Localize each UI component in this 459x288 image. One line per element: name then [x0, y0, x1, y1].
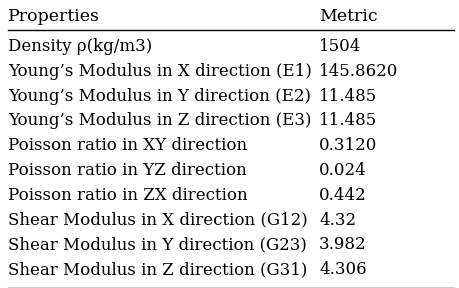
Text: Poisson ratio in ZX direction: Poisson ratio in ZX direction [8, 187, 248, 204]
Text: Young’s Modulus in X direction (E1): Young’s Modulus in X direction (E1) [8, 63, 312, 80]
Text: Poisson ratio in XY direction: Poisson ratio in XY direction [8, 137, 247, 154]
Text: 0.024: 0.024 [319, 162, 367, 179]
Text: Metric: Metric [319, 8, 378, 25]
Text: Properties: Properties [8, 8, 100, 25]
Text: Young’s Modulus in Z direction (E3): Young’s Modulus in Z direction (E3) [8, 112, 312, 129]
Text: 3.982: 3.982 [319, 236, 367, 253]
Text: Shear Modulus in Y direction (G23): Shear Modulus in Y direction (G23) [8, 236, 307, 253]
Text: 0.3120: 0.3120 [319, 137, 377, 154]
Text: Shear Modulus in Z direction (G31): Shear Modulus in Z direction (G31) [8, 261, 308, 278]
Text: 11.485: 11.485 [319, 112, 377, 129]
Text: Density ρ(kg/m3): Density ρ(kg/m3) [8, 38, 152, 55]
Text: Shear Modulus in X direction (G12): Shear Modulus in X direction (G12) [8, 212, 308, 229]
Text: 4.306: 4.306 [319, 261, 367, 278]
Text: Poisson ratio in YZ direction: Poisson ratio in YZ direction [8, 162, 247, 179]
Text: Young’s Modulus in Y direction (E2): Young’s Modulus in Y direction (E2) [8, 88, 311, 105]
Text: 11.485: 11.485 [319, 88, 377, 105]
Text: 145.8620: 145.8620 [319, 63, 398, 80]
Text: 0.442: 0.442 [319, 187, 367, 204]
Text: 4.32: 4.32 [319, 212, 356, 229]
Text: 1504: 1504 [319, 38, 361, 55]
